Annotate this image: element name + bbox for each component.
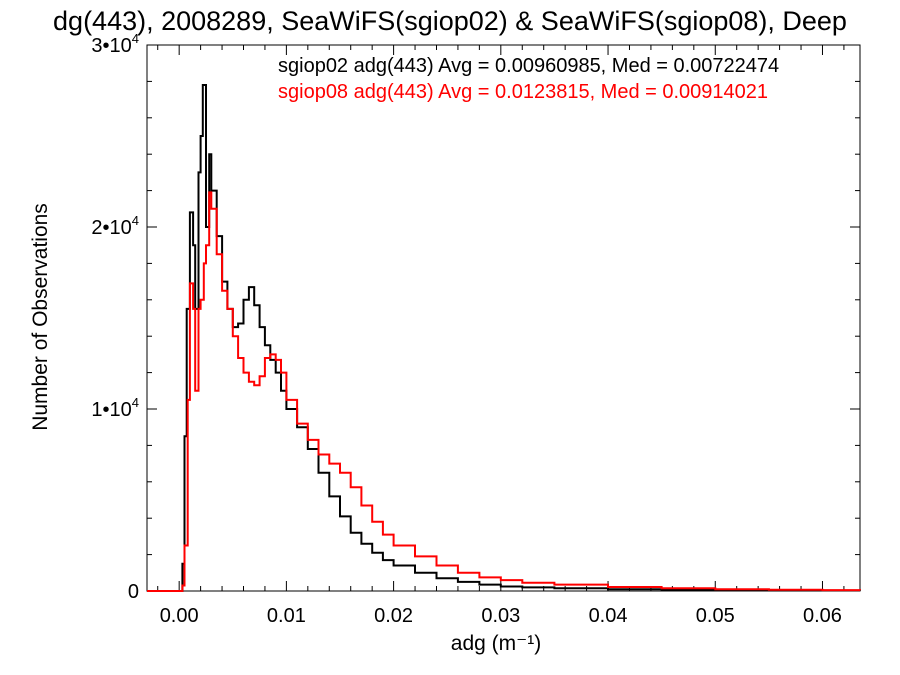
legend: sgiop02 adg(443) Avg = 0.00960985, Med =… (278, 55, 779, 103)
x-tick-label: 0.04 (589, 605, 628, 627)
y-tick-label: 1•104 (91, 395, 139, 421)
y-tick-label: 2•104 (91, 213, 139, 239)
plot-frame (146, 44, 861, 592)
series-line-sgiop02 (147, 84, 861, 592)
y-tick-labels: 0 1•104 2•104 3•104 (91, 31, 139, 603)
x-tick-label: 0.03 (481, 605, 520, 627)
y-tick-label: 3•104 (91, 31, 139, 57)
x-tick-label: 0.00 (160, 605, 199, 627)
legend-entry-sgiop08: sgiop08 adg(443) Avg = 0.0123815, Med = … (278, 81, 768, 103)
y-tick-label: 0 (128, 581, 139, 603)
axis-ticks (147, 44, 860, 592)
chart-title: dg(443), 2008289, SeaWiFS(sgiop02) & Sea… (53, 6, 847, 36)
legend-entry-sgiop02: sgiop02 adg(443) Avg = 0.00960985, Med =… (278, 55, 779, 77)
x-tick-label: 0.01 (267, 605, 306, 627)
x-tick-label: 0.02 (374, 605, 413, 627)
x-tick-label: 0.06 (803, 605, 842, 627)
x-tick-label: 0.05 (696, 605, 735, 627)
x-tick-labels: 0.00 0.01 0.02 0.03 0.04 0.05 0.06 (160, 605, 842, 627)
y-axis-label: Number of Observations (29, 203, 52, 431)
x-axis-label: adg (m⁻¹) (451, 632, 541, 655)
plot-area (146, 44, 861, 592)
series-line-sgiop08 (147, 191, 861, 592)
series-layer (147, 84, 861, 592)
